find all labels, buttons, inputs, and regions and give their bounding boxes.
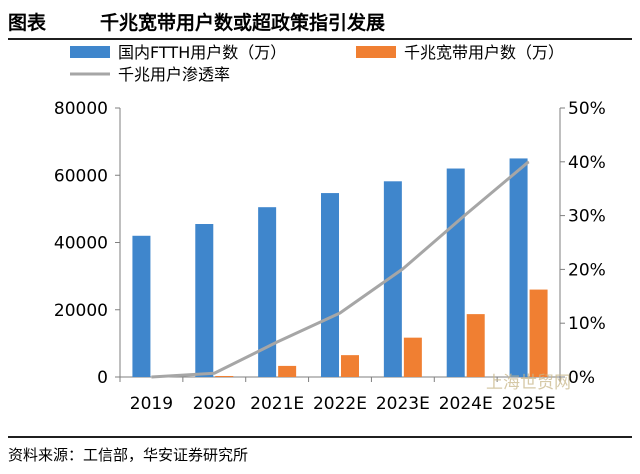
y-right-tick-label-3: 30% (568, 207, 606, 227)
y-right-tick-label-5: 50% (568, 99, 606, 119)
bar-gigabit-2020 (215, 375, 234, 377)
bar-ftth-2021E (258, 207, 277, 377)
point-penetration-2021E (276, 341, 278, 343)
y-right-tick-label-0: 0% (568, 368, 595, 388)
bar-gigabit-2023E (403, 337, 422, 377)
point-penetration-2023E (402, 268, 404, 270)
y-left-tick-label-3: 60000 (54, 166, 108, 186)
legend-swatch-1 (70, 46, 110, 58)
legend-label-1: 国内FTTH用户数（万） (118, 43, 286, 62)
bar-ftth-2023E (383, 181, 402, 377)
x-tick-label-2022E: 2022E (313, 394, 367, 414)
y-right-tick-label-2: 20% (568, 260, 606, 280)
x-tick-label-2025E: 2025E (502, 394, 556, 414)
point-penetration-2022E (339, 312, 341, 314)
x-tick-label-2024E: 2024E (439, 394, 493, 414)
figure-label: 图表 (8, 11, 47, 34)
point-penetration-2020 (213, 372, 215, 374)
x-tick-label-2020: 2020 (193, 394, 236, 414)
y-left-tick-label-1: 20000 (54, 301, 108, 321)
bar-ftth-2024E (446, 168, 465, 377)
y-right-tick-label-4: 40% (568, 153, 606, 173)
bar-gigabit-2021E (278, 365, 297, 377)
point-penetration-2019 (150, 376, 152, 378)
legend-label-2: 千兆宽带用户数（万） (404, 43, 564, 62)
x-tick-label-2019: 2019 (130, 394, 173, 414)
point-penetration-2025E (528, 161, 530, 163)
point-penetration-2024E (465, 214, 467, 216)
bar-ftth-2022E (321, 193, 339, 377)
legend-swatch-2 (356, 46, 396, 58)
bar-gigabit-2024E (466, 314, 485, 377)
y-left-tick-label-4: 80000 (54, 99, 108, 119)
source-text: 资料来源：工信部，华安证券研究所 (8, 445, 249, 464)
y-right-tick-label-1: 10% (568, 314, 606, 334)
bar-gigabit-2022E (341, 355, 359, 377)
figure-title: 千兆宽带用户数或超政策指引发展 (100, 11, 386, 34)
y-left-tick-label-2: 40000 (54, 234, 108, 254)
x-tick-label-2023E: 2023E (376, 394, 430, 414)
y-left-tick-label-0: 0 (97, 368, 108, 388)
figure-title-row: 图表 千兆宽带用户数或超政策指引发展 (8, 4, 632, 40)
watermark-text: 上海世贸网 (486, 373, 571, 393)
bar-ftth-2020 (195, 224, 214, 377)
source-note: 资料来源：工信部，华安证券研究所 (8, 436, 632, 470)
x-tick-label-2021E: 2021E (250, 394, 304, 414)
bar-ftth-2019 (132, 235, 151, 377)
legend-label-3: 千兆用户渗透率 (118, 65, 230, 84)
bar-ftth-2025E (509, 158, 528, 377)
bar-gigabit-2025E (529, 289, 548, 377)
